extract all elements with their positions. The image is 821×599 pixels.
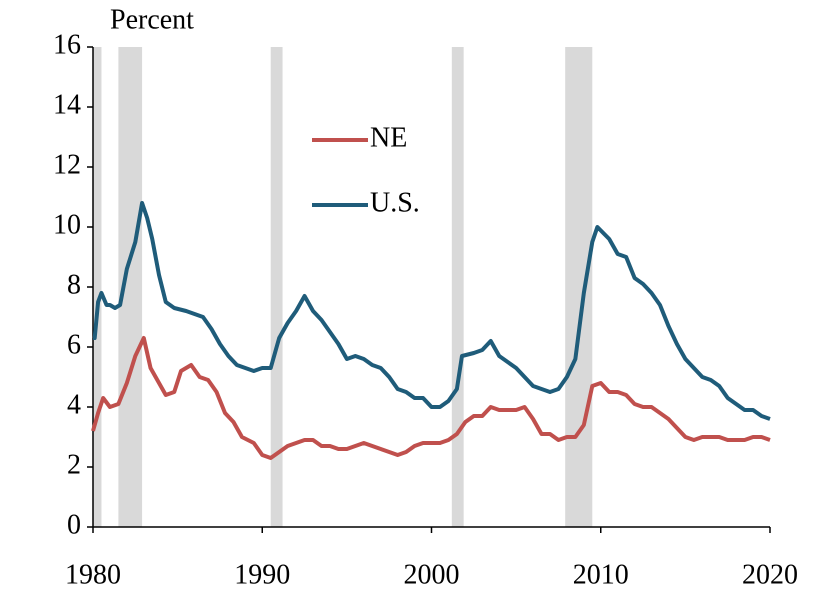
y-tick-label: 10 [53,209,81,240]
x-tick-label: 2020 [742,559,798,590]
recession-band [270,47,283,527]
recession-band [93,47,102,527]
y-tick-label: 14 [53,89,81,120]
x-tick-label: 2000 [404,559,460,590]
recession-band [451,47,464,527]
x-tick-label: 1980 [65,559,121,590]
y-tick-label: 0 [67,509,81,540]
y-axis-label: Percent [110,4,194,35]
series-line [92,201,771,421]
legend-label: U.S. [370,187,420,218]
series-line [91,336,771,460]
x-tick-label: 1990 [234,559,290,590]
legend-label: NE [370,122,407,153]
recession-band [118,47,143,527]
y-tick-label: 6 [67,329,81,360]
x-tick-label: 2010 [573,559,629,590]
y-tick-label: 4 [67,389,81,420]
recession-band [565,47,593,527]
y-tick-label: 8 [67,269,81,300]
y-tick-label: 12 [53,149,81,180]
y-tick-label: 2 [67,449,81,480]
y-tick-label: 16 [53,29,81,60]
